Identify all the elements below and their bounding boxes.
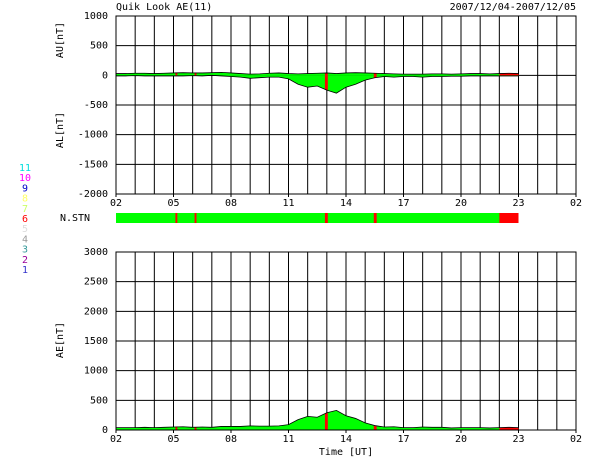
- area-fill: [116, 410, 519, 430]
- y-axis-label: AL[nT]: [55, 112, 66, 148]
- legend-entry: 10: [19, 173, 31, 184]
- x-tick-label: 08: [225, 434, 237, 445]
- station-bar-label: N.STN: [60, 213, 90, 224]
- y-tick-label: 500: [90, 41, 108, 52]
- legend-entry: 6: [22, 214, 28, 225]
- y-tick-label: 2500: [84, 277, 108, 288]
- station-drop: [175, 213, 178, 223]
- y-tick-label: 2000: [84, 306, 108, 317]
- y-tick-label: -1000: [78, 130, 108, 141]
- x-axis-label: Time [UT]: [319, 447, 373, 458]
- chart-title: Quik Look AE(11): [116, 2, 212, 13]
- y-tick-label: 0: [102, 425, 108, 436]
- station-drop: [194, 213, 197, 223]
- y-tick-label: -500: [84, 100, 108, 111]
- legend-entry: 11: [19, 163, 31, 174]
- x-tick-label: 02: [570, 198, 582, 209]
- area-line: [116, 74, 519, 94]
- x-tick-label: 02: [570, 434, 582, 445]
- y-axis-label: AE[nT]: [55, 322, 66, 358]
- y-tick-label: -2000: [78, 189, 108, 200]
- x-tick-label: 11: [282, 198, 294, 209]
- area-line: [116, 409, 519, 429]
- x-tick-label: 23: [512, 434, 524, 445]
- plot-frame: [115, 15, 577, 195]
- y-axis-label: AU[nT]: [55, 22, 66, 58]
- x-tick-label: 05: [167, 434, 179, 445]
- legend-entry: 1: [22, 265, 28, 276]
- area-line: [116, 71, 519, 75]
- y-tick-label: 1500: [84, 336, 108, 347]
- y-tick-label: 1000: [84, 366, 108, 377]
- x-tick-label: 17: [397, 434, 409, 445]
- y-tick-label: 0: [102, 70, 108, 81]
- plot-frame: [115, 251, 577, 431]
- y-tick-label: 3000: [84, 247, 108, 258]
- y-tick-label: -1500: [78, 159, 108, 170]
- legend-entry: 2: [22, 255, 28, 266]
- legend-entry: 8: [22, 194, 28, 205]
- x-tick-label: 02: [110, 434, 122, 445]
- legend-entry: 4: [22, 234, 28, 245]
- chart-date: 2007/12/04-2007/12/05: [450, 2, 576, 13]
- x-tick-label: 14: [340, 198, 352, 209]
- x-tick-label: 23: [512, 198, 524, 209]
- legend-entry: 7: [22, 204, 28, 215]
- x-tick-label: 20: [455, 198, 467, 209]
- x-tick-label: 02: [110, 198, 122, 209]
- x-tick-label: 14: [340, 434, 352, 445]
- station-drop: [324, 213, 328, 223]
- legend-entry: 9: [22, 183, 28, 194]
- x-tick-label: 17: [397, 198, 409, 209]
- station-bar: [116, 213, 519, 223]
- station-drop: [373, 213, 377, 223]
- station-drop: [499, 213, 519, 223]
- x-tick-label: 08: [225, 198, 237, 209]
- y-tick-label: 500: [90, 395, 108, 406]
- x-tick-label: 20: [455, 434, 467, 445]
- legend-entry: 5: [22, 224, 28, 235]
- area-fill: [116, 75, 519, 94]
- area-fill: [116, 72, 519, 76]
- y-tick-label: 1000: [84, 11, 108, 22]
- x-tick-label: 11: [282, 434, 294, 445]
- x-tick-label: 05: [167, 198, 179, 209]
- legend-entry: 3: [22, 245, 28, 256]
